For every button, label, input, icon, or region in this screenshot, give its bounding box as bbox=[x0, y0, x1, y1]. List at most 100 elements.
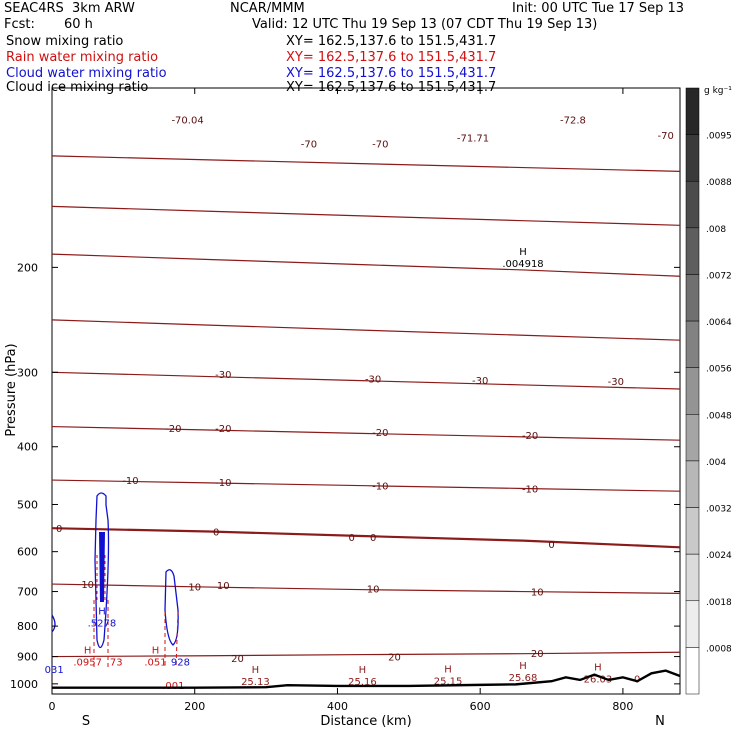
contour-label: -10 bbox=[372, 482, 388, 493]
contour-label: 0 bbox=[56, 524, 62, 535]
colorbar-step bbox=[685, 134, 700, 182]
valid-time: Valid: 12 UTC Thu 19 Sep 13 (07 CDT Thu … bbox=[252, 17, 598, 32]
temperature-contour-line bbox=[51, 205, 681, 226]
x-axis: 0 200 400 600 800 bbox=[49, 88, 633, 713]
temperature-contour-line bbox=[51, 651, 681, 658]
colorbar-label: .004 bbox=[706, 458, 726, 468]
contour-label: -30 bbox=[472, 376, 488, 387]
temperature-contour-line bbox=[51, 527, 681, 549]
extremum-value: 25.68 bbox=[509, 673, 538, 684]
colorbar-step bbox=[685, 274, 700, 322]
init-time: Init: 00 UTC Tue 17 Sep 13 bbox=[512, 1, 685, 16]
extremum-mark: H bbox=[152, 646, 160, 657]
extremum-mark: H bbox=[519, 661, 527, 672]
colorbar-label: .0056 bbox=[706, 365, 732, 375]
contour-label: -70 bbox=[372, 140, 388, 151]
endpoint-left: S bbox=[82, 714, 90, 729]
terrain-line bbox=[52, 669, 681, 689]
contour-label: 0 bbox=[349, 533, 355, 544]
contour-label: -10 bbox=[122, 476, 138, 487]
contour-label: -30 bbox=[365, 374, 381, 385]
extremum-value: 73 bbox=[110, 658, 123, 669]
extremum-value: .004918 bbox=[502, 259, 543, 270]
extremum-value: 928 bbox=[171, 658, 190, 669]
colorbar-label: .0088 bbox=[706, 178, 732, 188]
extremum-value: .5278 bbox=[88, 618, 117, 629]
colorbar-step bbox=[685, 600, 700, 648]
contour-label: -72.8 bbox=[560, 116, 586, 127]
forecast-hours: 60 h bbox=[64, 17, 93, 32]
y-tick-label: 700 bbox=[17, 586, 38, 599]
colorbar-label: .0018 bbox=[706, 598, 732, 608]
temperature-contour-line bbox=[51, 583, 681, 594]
colorbar-label: .0048 bbox=[706, 411, 732, 421]
legend-snow-xy: XY= 162.5,137.6 to 151.5,431.7 bbox=[286, 34, 497, 49]
extremum-value: 25.16 bbox=[348, 677, 377, 688]
colorbar-step bbox=[685, 320, 700, 368]
cloud-water-contour bbox=[94, 492, 110, 649]
legend-rain: Rain water mixing ratio bbox=[6, 50, 159, 65]
temperature-contour-line bbox=[51, 253, 681, 277]
colorbar-step bbox=[685, 227, 700, 275]
contour-label: -10 bbox=[522, 484, 538, 495]
contour-label: -30 bbox=[608, 377, 624, 388]
extremum-value: .051 bbox=[144, 658, 166, 669]
y-tick-label: 300 bbox=[17, 366, 38, 379]
temperature-contours: -70.04 -70 -70 -71.71 -72.8 -70 -30 -30 -30 -30 -2… bbox=[51, 116, 681, 665]
cloud-water-core bbox=[99, 532, 105, 602]
contour-label: 0 bbox=[370, 533, 376, 544]
extremum-value: .001 bbox=[162, 681, 184, 692]
colorbar-label: .0095 bbox=[706, 132, 732, 142]
y-tick-label: 500 bbox=[17, 498, 38, 511]
endpoint-right: N bbox=[655, 714, 665, 729]
extremum-mark: H bbox=[252, 665, 260, 676]
temperature-contour-line bbox=[51, 425, 681, 441]
colorbar-label: .0024 bbox=[706, 551, 732, 561]
colorbar-step bbox=[685, 553, 700, 602]
y-tick-label: 200 bbox=[17, 261, 38, 274]
colorbar-step bbox=[685, 87, 700, 135]
x-tick-label: 800 bbox=[612, 700, 633, 713]
legend-cloud-water-xy: XY= 162.5,137.6 to 151.5,431.7 bbox=[286, 66, 497, 81]
contour-label: 0 bbox=[213, 527, 219, 538]
legend-snow: Snow mixing ratio bbox=[6, 34, 124, 49]
colorbar-step bbox=[685, 367, 700, 415]
colorbar-step bbox=[685, 180, 700, 229]
y-tick-label: 600 bbox=[17, 546, 38, 559]
y-tick-label: 400 bbox=[17, 441, 38, 454]
contour-label: 10 bbox=[367, 585, 380, 596]
cloud-water-contour-2 bbox=[164, 569, 179, 646]
contour-label: -20 bbox=[165, 424, 181, 435]
contour-label: 10 bbox=[81, 580, 94, 591]
extremum-mark: H bbox=[519, 247, 527, 258]
model-title: SEAC4RS 3km ARW bbox=[4, 1, 135, 16]
temperature-contour-line bbox=[51, 479, 681, 492]
x-tick-label: 600 bbox=[470, 700, 491, 713]
contour-label: -20 bbox=[522, 431, 538, 442]
y-tick-label: 1000 bbox=[10, 678, 38, 691]
x-axis-label: Distance (km) bbox=[320, 714, 411, 729]
extremum-value: 031 bbox=[45, 665, 64, 676]
colorbar-step bbox=[685, 460, 700, 508]
x-tick-label: 0 bbox=[49, 700, 56, 713]
temperature-contour-line bbox=[51, 319, 681, 341]
y-tick-label: 900 bbox=[17, 651, 38, 664]
forecast-label: Fcst: bbox=[4, 17, 35, 32]
contour-label: 0 bbox=[548, 540, 554, 551]
x-tick-label: 200 bbox=[184, 700, 205, 713]
contour-label: 20 bbox=[231, 654, 244, 665]
contour-label: -20 bbox=[215, 424, 231, 435]
org-title: NCAR/MMM bbox=[230, 1, 305, 16]
y-tick-label: 800 bbox=[17, 620, 38, 633]
colorbar-label: .0072 bbox=[706, 271, 732, 281]
temperature-contour-line bbox=[51, 155, 681, 172]
contour-label: -71.71 bbox=[457, 133, 489, 144]
extremum-mark: H bbox=[444, 665, 452, 676]
contour-label: 10 bbox=[188, 582, 201, 593]
contour-label: -10 bbox=[215, 478, 231, 489]
contour-label: 20 bbox=[531, 649, 544, 660]
temperature-contour-line bbox=[51, 371, 681, 390]
colorbar-label: .0064 bbox=[706, 318, 732, 328]
